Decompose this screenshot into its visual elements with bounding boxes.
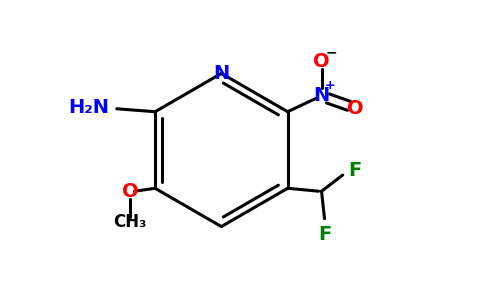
Text: F: F	[318, 225, 331, 244]
Text: CH₃: CH₃	[113, 213, 147, 231]
Text: −: −	[325, 46, 337, 60]
Text: H₂N: H₂N	[68, 98, 109, 117]
Text: O: O	[347, 99, 363, 118]
Text: O: O	[122, 182, 138, 201]
Text: N: N	[213, 64, 229, 83]
Text: N: N	[314, 86, 330, 105]
Text: +: +	[324, 79, 335, 92]
Text: F: F	[348, 161, 361, 180]
Text: O: O	[313, 52, 330, 71]
